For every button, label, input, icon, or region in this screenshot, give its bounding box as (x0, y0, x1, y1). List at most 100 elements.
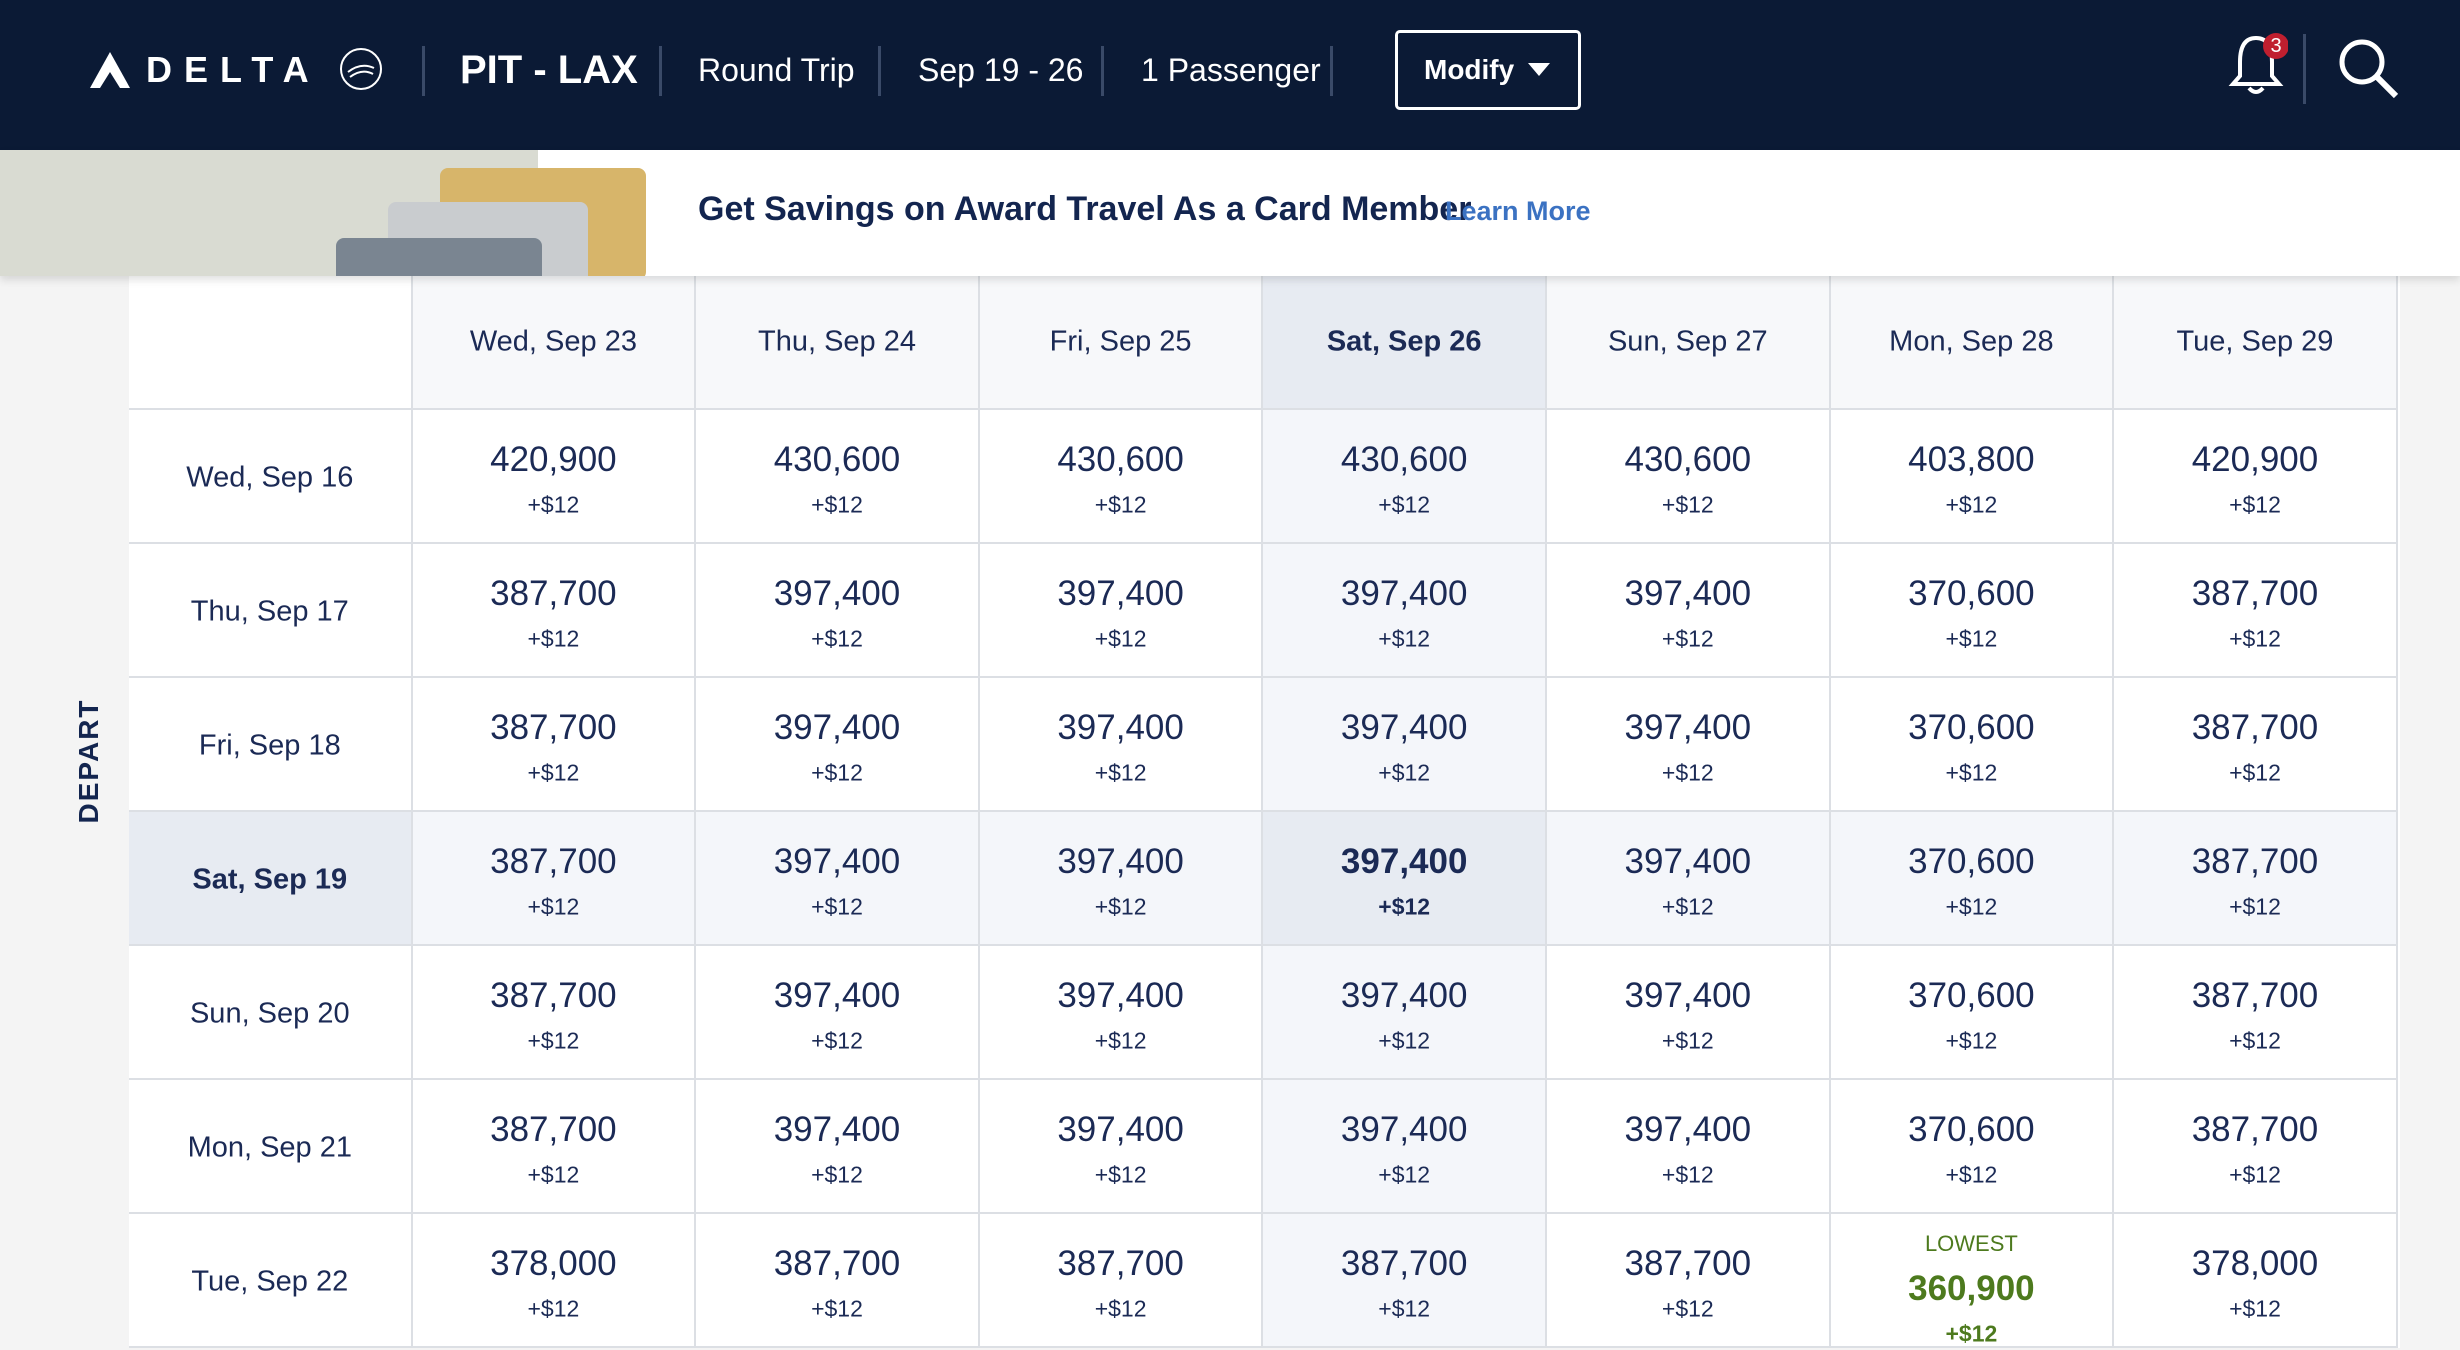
modify-button[interactable]: Modify (1395, 30, 1581, 110)
miles: 387,700 (1340, 1244, 1468, 1283)
miles: 387,700 (490, 842, 617, 881)
fare-cell[interactable]: 397,400 +$12 (1547, 946, 1831, 1080)
miles: 397,400 (1340, 842, 1468, 881)
return-date: Sun, Sep 27 (1607, 325, 1768, 358)
fare-cell[interactable]: 397,400 +$12 (1263, 678, 1547, 812)
fare-cell[interactable]: 397,400 +$12 (979, 812, 1264, 946)
fare-grid: DEPART Wed, Sep 23 Thu, Sep 24 Fri, Sep 25… (0, 276, 2460, 1350)
fare-cell[interactable]: 387,700 +$12 (2114, 812, 2398, 946)
fare-cell[interactable]: 397,400 +$12 (696, 544, 980, 678)
fee: +$12 (2229, 1295, 2281, 1322)
fee: +$12 (2229, 625, 2281, 652)
fee: +$12 (2229, 1161, 2281, 1188)
fee: +$12 (1378, 1295, 1431, 1322)
fare-cell[interactable]: 387,700 +$12 (2114, 946, 2398, 1080)
fee: +$12 (1378, 491, 1431, 518)
depart-date: Fri, Sep 18 (198, 729, 341, 762)
miles: 387,700 (2191, 574, 2319, 613)
fee: +$12 (1945, 893, 1998, 920)
fare-cell[interactable]: 378,000 +$12 (2114, 1214, 2398, 1348)
fee: +$12 (1661, 625, 1714, 652)
depart-date: Sun, Sep 20 (189, 997, 350, 1030)
depart-date: Tue, Sep 22 (191, 1265, 349, 1298)
fare-cell[interactable]: 387,700 +$12 (412, 1080, 697, 1214)
fare-cell[interactable]: 397,400 +$12 (1263, 812, 1547, 946)
return-date-header: Wed, Sep 23 (412, 276, 697, 410)
fee: +$12 (1661, 1161, 1714, 1188)
fee: +$12 (811, 1161, 863, 1188)
miles: 387,700 (2191, 708, 2319, 747)
fare-cell[interactable]: 430,600 +$12 (696, 410, 980, 544)
fare-cell[interactable]: 387,700 +$12 (412, 812, 697, 946)
fare-cell[interactable]: 397,400 +$12 (696, 1080, 980, 1214)
fare-cell[interactable]: 387,700 +$12 (2114, 678, 2398, 812)
fee: +$12 (1094, 759, 1147, 786)
fare-cell[interactable]: 397,400 +$12 (979, 678, 1264, 812)
fare-cell[interactable]: 420,900 +$12 (412, 410, 697, 544)
fare-cell[interactable]: 397,400 +$12 (1263, 544, 1547, 678)
fare-cell[interactable]: 387,700 +$12 (412, 946, 697, 1080)
return-date: Mon, Sep 28 (1889, 325, 2054, 358)
fee: +$12 (1378, 893, 1431, 920)
depart-date: Mon, Sep 21 (187, 1131, 353, 1164)
divider (659, 46, 662, 96)
search-icon[interactable] (2336, 36, 2400, 100)
fare-cell[interactable]: 420,900 +$12 (2114, 410, 2398, 544)
fare-cell[interactable]: 370,600 +$12 (1830, 678, 2115, 812)
fee: +$12 (1945, 1161, 1998, 1188)
fare-cell[interactable]: 430,600 +$12 (1263, 410, 1547, 544)
divider (1330, 46, 1333, 96)
return-date: Fri, Sep 25 (1049, 325, 1192, 358)
miles: 397,400 (773, 574, 901, 613)
fare-cell[interactable]: 387,700 +$12 (979, 1214, 1264, 1348)
return-date-header: Tue, Sep 29 (2114, 276, 2398, 410)
fare-cell[interactable]: 387,700 +$12 (696, 1214, 980, 1348)
fare-cell[interactable]: 387,700 +$12 (1547, 1214, 1831, 1348)
fare-cell[interactable]: 397,400 +$12 (1547, 678, 1831, 812)
depart-date-header: Sat, Sep 19 (129, 812, 413, 946)
fare-cell[interactable]: 397,400 +$12 (1263, 946, 1547, 1080)
fee: +$12 (1094, 1295, 1147, 1322)
fare-cell[interactable]: LOWEST 360,900 +$12 (1830, 1214, 2115, 1348)
fare-cell[interactable]: 397,400 +$12 (696, 946, 980, 1080)
fare-cell[interactable]: 370,600 +$12 (1830, 812, 2115, 946)
logo-text[interactable]: DELTA (146, 49, 321, 90)
fare-cell[interactable]: 370,600 +$12 (1830, 946, 2115, 1080)
miles: 387,700 (490, 1110, 617, 1149)
fare-cell[interactable]: 397,400 +$12 (979, 544, 1264, 678)
miles: 387,700 (773, 1244, 901, 1283)
miles: 387,700 (490, 708, 617, 747)
miles: 397,400 (773, 842, 901, 881)
miles: 430,600 (773, 440, 901, 479)
fare-cell[interactable]: 397,400 +$12 (979, 1080, 1264, 1214)
fare-cell[interactable]: 430,600 +$12 (1547, 410, 1831, 544)
return-date: Wed, Sep 23 (469, 325, 637, 358)
fare-cell[interactable]: 397,400 +$12 (696, 678, 980, 812)
fare-cell[interactable]: 397,400 +$12 (696, 812, 980, 946)
fare-cell[interactable]: 387,700 +$12 (2114, 1080, 2398, 1214)
fare-cell[interactable]: 370,600 +$12 (1830, 544, 2115, 678)
notifications-icon[interactable] (2228, 32, 2288, 98)
fee: +$12 (2229, 759, 2281, 786)
skyteam-logo (340, 48, 382, 90)
miles: 403,800 (1908, 440, 2035, 479)
fare-cell[interactable]: 370,600 +$12 (1830, 1080, 2115, 1214)
fare-cell[interactable]: 397,400 +$12 (979, 946, 1264, 1080)
fare-cell[interactable]: 387,700 +$12 (2114, 544, 2398, 678)
fare-cell[interactable]: 397,400 +$12 (1547, 544, 1831, 678)
fare-cell[interactable]: 387,700 +$12 (1263, 1214, 1547, 1348)
fare-cell[interactable]: 387,700 +$12 (412, 678, 697, 812)
miles: 370,600 (1908, 1110, 2035, 1149)
promo-banner: Get Savings on Award Travel As a Card Me… (0, 150, 2460, 276)
return-date: Tue, Sep 29 (2176, 325, 2334, 358)
modify-label: Modify (1424, 54, 1515, 85)
fare-cell[interactable]: 403,800 +$12 (1830, 410, 2115, 544)
fare-cell[interactable]: 397,400 +$12 (1263, 1080, 1547, 1214)
fare-cell[interactable]: 387,700 +$12 (412, 544, 697, 678)
fare-cell[interactable]: 378,000 +$12 (412, 1214, 697, 1348)
fare-cell[interactable]: 430,600 +$12 (979, 410, 1264, 544)
fare-cell[interactable]: 397,400 +$12 (1547, 812, 1831, 946)
learn-more-link[interactable]: Learn More (1445, 196, 1591, 226)
fare-cell[interactable]: 397,400 +$12 (1547, 1080, 1831, 1214)
miles: 370,600 (1908, 976, 2035, 1015)
